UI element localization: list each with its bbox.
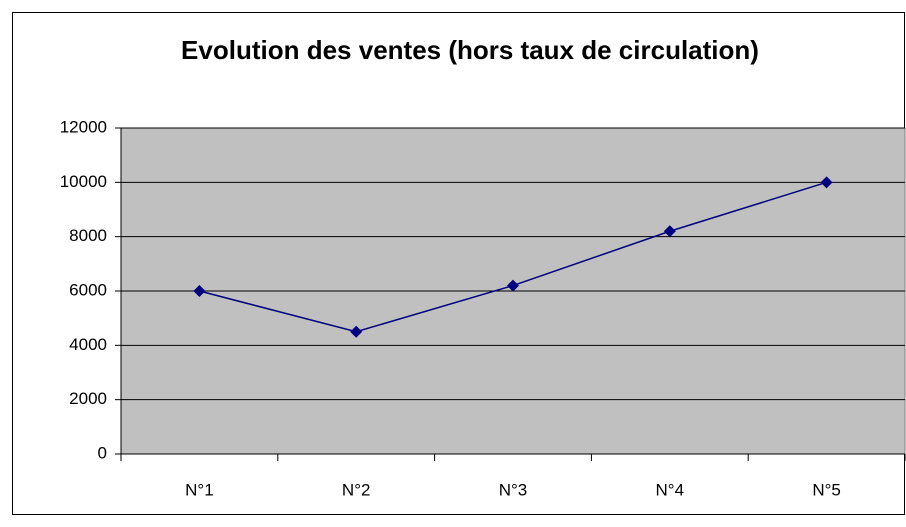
y-tick-label: 8000 xyxy=(69,226,107,245)
marker xyxy=(820,176,833,189)
y-tick-label: 2000 xyxy=(69,389,107,408)
chart-title: Evolution des ventes (hors taux de circu… xyxy=(181,35,759,65)
y-tick-label: 4000 xyxy=(69,335,107,354)
y-tick-label: 0 xyxy=(98,443,107,462)
y-tick-label: 10000 xyxy=(60,172,107,191)
x-tick-label: N°4 xyxy=(656,480,685,499)
x-tick-label: N°1 xyxy=(185,480,214,499)
marker xyxy=(663,225,676,238)
y-tick-label: 6000 xyxy=(69,280,107,299)
x-tick-label: N°3 xyxy=(499,480,528,499)
x-tick-label: N°2 xyxy=(342,480,371,499)
marker xyxy=(350,325,363,338)
x-tick-label: N°5 xyxy=(812,480,841,499)
marker xyxy=(507,279,519,292)
y-tick-label: 12000 xyxy=(60,117,107,136)
marker xyxy=(193,285,206,297)
